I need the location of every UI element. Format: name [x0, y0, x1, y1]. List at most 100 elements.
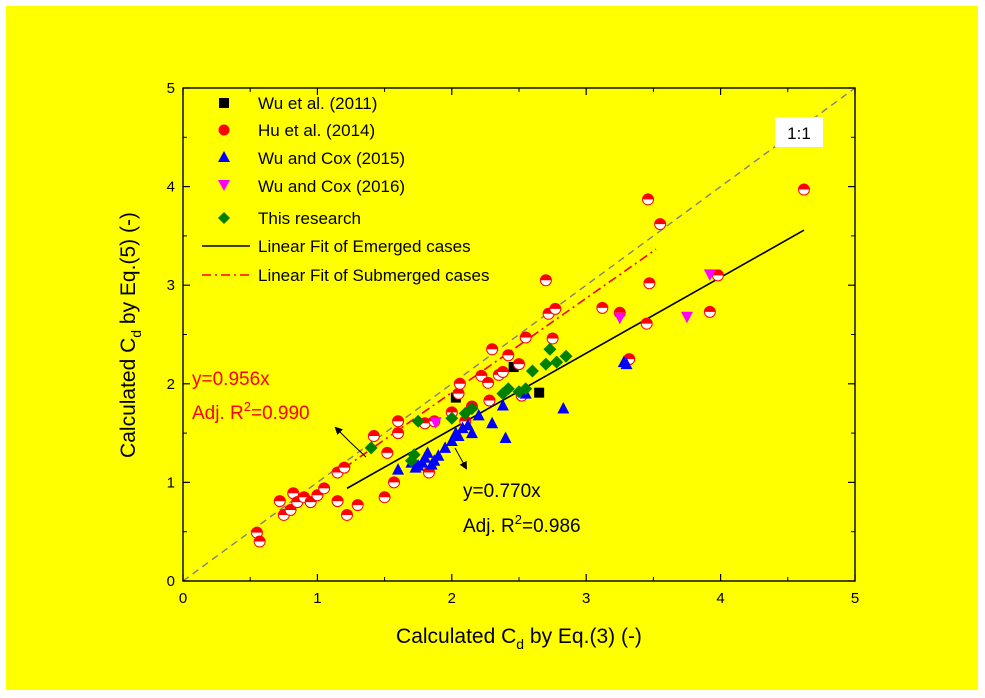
point-hu2014-51: [703, 305, 716, 318]
point-hu2014-47-half: [641, 318, 653, 324]
point-hu2014-44: [596, 301, 609, 314]
y-axis-title-sub: d: [128, 330, 144, 338]
point-this-research-14: [550, 355, 564, 369]
point-hu2014-4-ring: [284, 504, 297, 517]
x-tick-label-5: 5: [851, 590, 859, 607]
point-hu2014-16-half: [368, 430, 380, 437]
point-wucox2016-3: [429, 417, 442, 429]
point-hu2014-14: [340, 508, 353, 521]
point-wucox2015-17: [472, 408, 485, 421]
point-hu2014-13: [338, 461, 351, 474]
submerged-r2: Adj. R2=0.990: [192, 399, 310, 424]
point-hu2014-53: [797, 183, 810, 196]
legend-label-hu2014: Hu et al. (2014): [258, 121, 375, 140]
point-hu2014-10-half: [318, 482, 330, 489]
point-this-research-3: [411, 414, 425, 428]
point-hu2014-32: [483, 394, 496, 407]
point-hu2014-21-ring: [392, 415, 405, 428]
point-hu2014-39-ring: [519, 331, 532, 344]
legend-label-wu2011: Wu et al. (2011): [258, 94, 377, 113]
point-hu2014-31-ring: [482, 376, 495, 389]
y-tick-label-3: 3: [167, 277, 175, 294]
point-hu2014-47-ring: [640, 317, 653, 330]
y-axis-title: Calculated Cd by Eq.(5) (-): [117, 212, 144, 458]
legend-label-wucox2016: Wu and Cox (2016): [258, 177, 405, 196]
emerged-r2-value: =0.986: [522, 516, 581, 537]
submerged-arrow-tail: [349, 441, 367, 458]
x-tick-label-1: 1: [313, 590, 321, 607]
point-hu2014-36-half: [502, 349, 514, 356]
point-hu2014-36: [502, 349, 515, 362]
point-hu2014-25-half: [446, 406, 458, 413]
point-hu2014-18-half: [381, 447, 393, 453]
point-hu2014-5: [287, 487, 300, 500]
point-hu2014-27-half: [454, 378, 466, 384]
point-hu2014-32-half: [483, 395, 495, 401]
point-hu2014-52-half: [712, 269, 724, 276]
point-hu2014-10-ring: [318, 482, 331, 495]
point-hu2014-49: [643, 277, 656, 290]
legend-label-this-research: This research: [258, 209, 361, 228]
y-axis-title-suffix: by Eq.(5) (-): [117, 212, 140, 330]
point-hu2014-20-half: [392, 427, 404, 434]
data-points-layer: [250, 183, 810, 548]
point-hu2014-11: [331, 495, 344, 508]
point-wucox2016-0: [613, 312, 626, 325]
point-hu2014-14-ring: [340, 508, 353, 521]
point-hu2014-27: [453, 377, 466, 390]
point-hu2014-16: [367, 430, 380, 443]
point-hu2014-46-half: [623, 353, 635, 360]
point-hu2014-30-half: [475, 370, 487, 376]
submerged-r2-value: =0.990: [251, 403, 310, 424]
point-wucox2015-6: [421, 446, 434, 458]
point-hu2014-45-half: [614, 307, 626, 313]
point-wucox2016-1: [681, 311, 693, 324]
x-tick-label-4: 4: [716, 590, 724, 607]
point-hu2014-20: [392, 427, 405, 440]
submerged-arrow: [334, 426, 351, 443]
point-hu2014-37-half: [513, 358, 525, 365]
point-hu2014-1-ring: [253, 535, 266, 548]
point-hu2014-1-half: [254, 536, 266, 542]
legend-label-emerged: Linear Fit of Emerged cases: [258, 237, 471, 256]
point-hu2014-44-half: [596, 302, 608, 308]
submerged-r2-prefix: Adj. R: [192, 403, 244, 424]
x-tick-label-2: 2: [448, 590, 456, 607]
point-hu2014-10: [318, 482, 331, 495]
point-hu2014-31-half: [482, 377, 494, 383]
point-hu2014-2: [273, 495, 286, 508]
legend-label-submerged: Linear Fit of Submerged cases: [258, 266, 490, 285]
point-hu2014-27-ring: [453, 377, 466, 390]
point-hu2014-53-half: [798, 184, 810, 190]
point-hu2014-2-half: [274, 495, 286, 502]
point-hu2014-40-half: [540, 274, 552, 281]
legend-marker-this-research: [218, 212, 230, 224]
point-hu2014-31: [482, 376, 495, 389]
point-hu2014-50-ring: [654, 218, 667, 231]
point-this-research-10: [519, 382, 533, 396]
point-hu2014-21-half: [392, 415, 404, 422]
axis-ticks-layer: 0 1 2 3 4 5 0 1 2 3 4 5: [167, 80, 860, 607]
point-wu2011-0: [508, 362, 519, 373]
legend-marker-wucox2015: [218, 151, 230, 162]
point-wucox2015-13: [452, 429, 465, 442]
point-hu2014-32-ring: [483, 394, 496, 407]
emerged-arrow: [454, 447, 467, 470]
point-hu2014-50-half: [654, 218, 666, 225]
point-hu2014-19-half: [388, 476, 400, 483]
submerged-equation: y=0.956x: [192, 369, 270, 390]
point-hu2014-8-ring: [304, 496, 317, 509]
y-tick-label-0: 0: [167, 573, 175, 590]
point-hu2014-14-half: [341, 509, 353, 515]
point-hu2014-42-ring: [546, 332, 559, 345]
point-hu2014-16-ring: [367, 430, 380, 443]
legend-marker-hu2014: [218, 124, 230, 136]
point-hu2014-17-half: [379, 491, 391, 498]
point-hu2014-1: [253, 535, 266, 548]
point-hu2014-17-ring: [378, 491, 391, 504]
point-wucox2015-0: [392, 463, 405, 475]
point-hu2014-51-half: [704, 306, 716, 312]
x-axis-title: Calculated Cd by Eq.(3) (-): [396, 625, 642, 652]
y-tick-label-4: 4: [167, 179, 175, 196]
point-hu2014-42: [546, 332, 559, 345]
